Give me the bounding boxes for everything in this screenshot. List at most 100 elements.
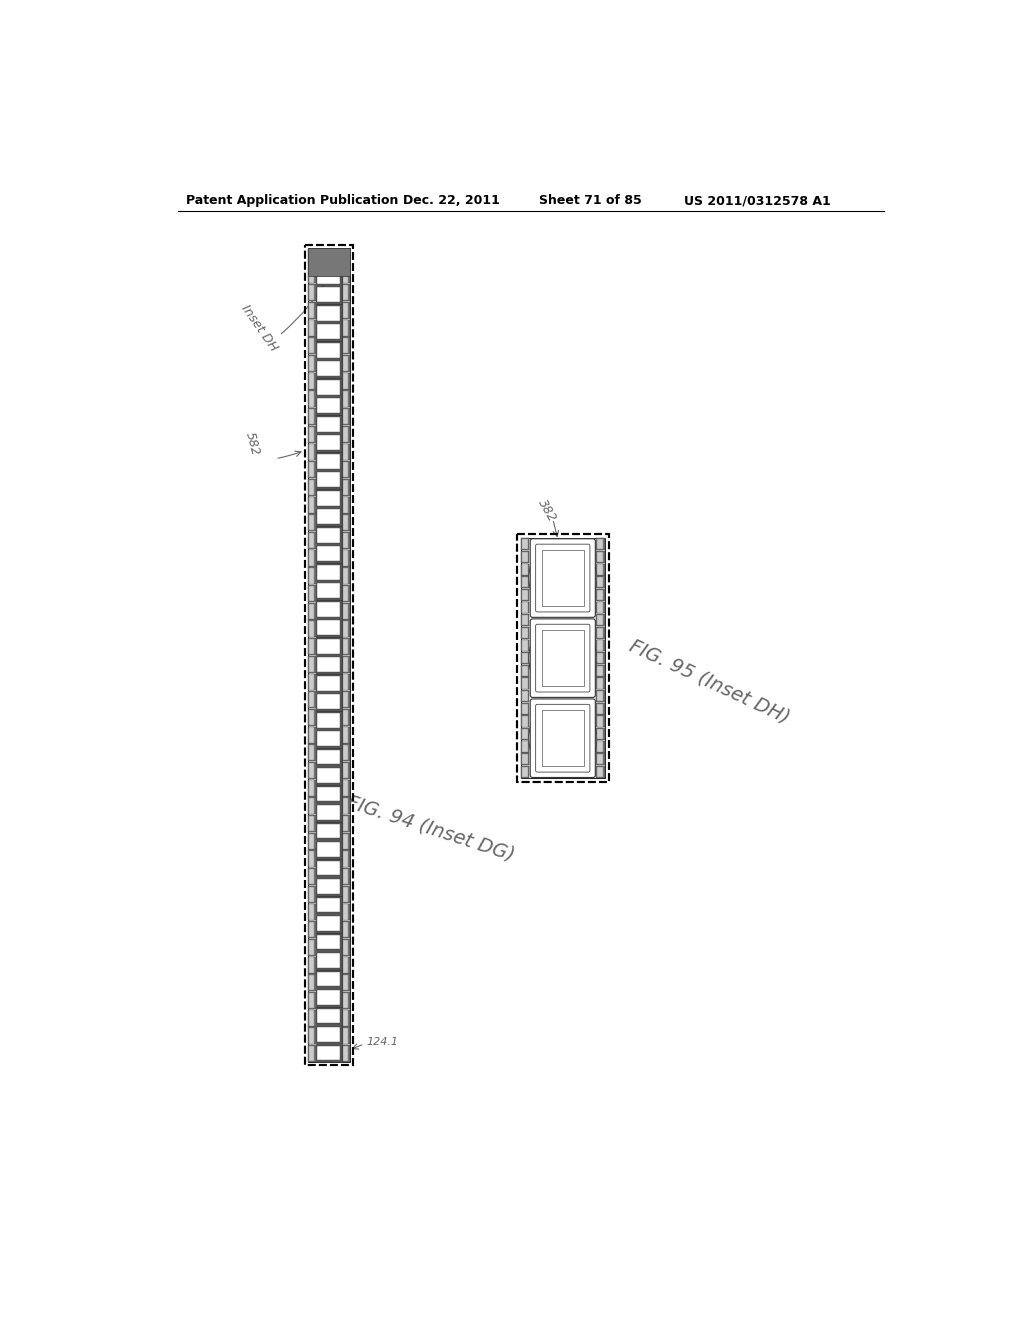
Bar [342, 496, 349, 513]
Bar [309, 1045, 314, 1061]
Bar [308, 338, 315, 354]
Bar [309, 479, 314, 495]
Bar [309, 550, 314, 566]
Text: Sheet 71 of 85: Sheet 71 of 85 [539, 194, 641, 207]
Bar [521, 602, 529, 614]
Bar [308, 903, 315, 920]
Bar [308, 850, 315, 867]
Bar [522, 767, 528, 777]
Bar [309, 904, 314, 920]
Bar [308, 444, 315, 461]
Bar [542, 550, 584, 606]
Bar [343, 975, 348, 990]
Bar [522, 754, 528, 764]
Bar [309, 816, 314, 832]
Bar [309, 993, 314, 1008]
Bar [596, 614, 604, 626]
Bar [343, 568, 348, 583]
Bar [316, 1007, 342, 1026]
Bar [308, 515, 315, 531]
Bar [316, 693, 342, 710]
Text: 382: 382 [535, 498, 558, 525]
Bar [342, 673, 349, 690]
Bar [317, 639, 340, 653]
Bar [308, 974, 315, 991]
Bar [522, 653, 528, 663]
Bar [316, 915, 342, 932]
Bar [316, 1026, 342, 1044]
Bar [317, 1027, 340, 1041]
Bar [316, 268, 342, 285]
Bar [316, 1044, 342, 1063]
Bar [342, 709, 349, 726]
Bar [343, 374, 348, 389]
Bar [596, 539, 604, 550]
Bar [317, 362, 340, 376]
Bar [342, 532, 349, 549]
Bar [343, 550, 348, 566]
Bar [521, 690, 529, 702]
Bar [342, 302, 349, 319]
Bar [316, 711, 342, 729]
Bar [342, 426, 349, 442]
Bar [309, 498, 314, 512]
Bar [316, 970, 342, 987]
Bar [316, 305, 342, 322]
Bar [316, 508, 342, 525]
Bar [342, 461, 349, 478]
Bar [342, 833, 349, 850]
Bar [308, 391, 315, 408]
Bar [308, 833, 315, 850]
Bar [343, 763, 348, 777]
Bar [316, 490, 342, 507]
Bar [317, 916, 340, 931]
Bar [308, 603, 315, 619]
Bar [317, 565, 340, 579]
Bar [343, 479, 348, 495]
Bar [522, 590, 528, 601]
Bar [343, 622, 348, 636]
Bar [597, 742, 603, 752]
Bar [522, 640, 528, 651]
Bar [309, 692, 314, 708]
Bar [597, 678, 603, 689]
Bar [308, 692, 315, 708]
Bar [309, 285, 314, 301]
Bar [309, 586, 314, 601]
Bar [308, 1010, 315, 1027]
Bar [522, 690, 528, 701]
Bar [317, 750, 340, 764]
Bar [343, 515, 348, 531]
Bar [308, 656, 315, 673]
Bar [309, 409, 314, 424]
Bar [342, 1027, 349, 1044]
Bar [596, 627, 604, 639]
Bar [316, 859, 342, 876]
Bar [596, 550, 604, 562]
Bar [317, 676, 340, 690]
Bar [309, 744, 314, 760]
Bar [317, 768, 340, 783]
Bar [316, 434, 342, 451]
Text: US 2011/0312578 A1: US 2011/0312578 A1 [684, 194, 831, 207]
Bar [342, 284, 349, 301]
FancyBboxPatch shape [536, 624, 590, 692]
Bar [309, 1028, 314, 1044]
Bar [342, 603, 349, 619]
Bar [308, 267, 315, 284]
Bar [342, 549, 349, 566]
Bar [308, 532, 315, 549]
Bar [308, 869, 315, 886]
Bar [316, 453, 342, 470]
Bar [316, 342, 342, 359]
Bar [317, 972, 340, 986]
Bar [317, 436, 340, 450]
Bar [597, 640, 603, 651]
Bar [342, 319, 349, 337]
Bar [597, 665, 603, 676]
Bar [317, 510, 340, 524]
Bar [342, 656, 349, 673]
Bar [522, 628, 528, 638]
Bar [316, 785, 342, 803]
Bar [342, 780, 349, 796]
